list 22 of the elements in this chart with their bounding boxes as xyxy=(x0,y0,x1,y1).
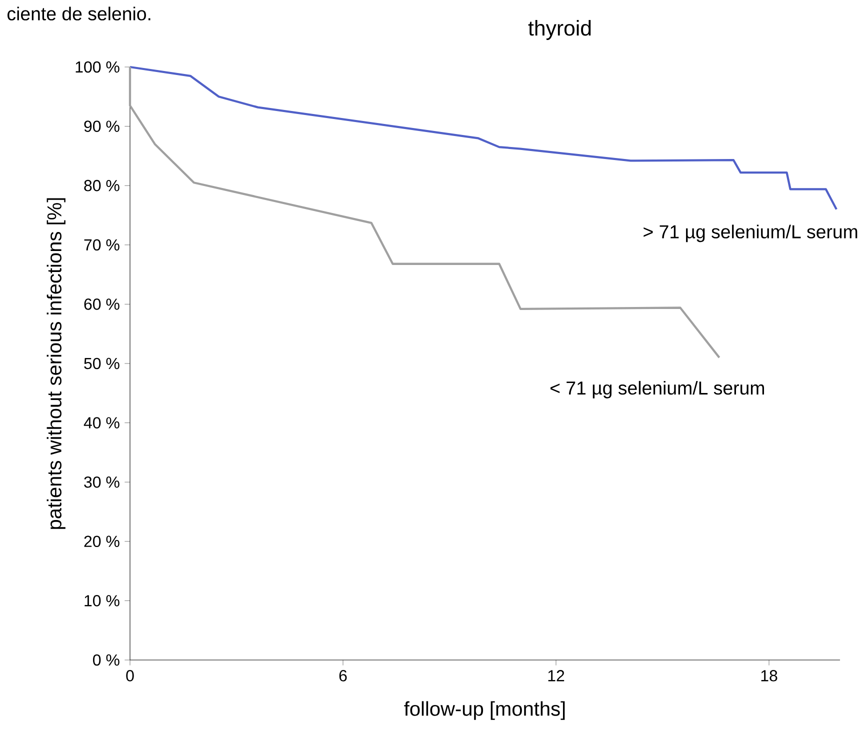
y-tick-label: 100 % xyxy=(76,61,120,73)
x-tick-label: 12 xyxy=(548,670,564,682)
x-tick-label: 18 xyxy=(761,670,778,682)
y-tick-label: 30 % xyxy=(84,476,120,488)
y-tick-label: 20 % xyxy=(84,536,120,548)
text: < 71 µg selenium/L serum xyxy=(550,380,764,398)
y-tick-label: 60 % xyxy=(84,298,120,310)
line-series xyxy=(128,66,838,210)
y-tick-label: 10 % xyxy=(84,595,120,606)
series-label: > 71 µg selenium/L serum xyxy=(644,224,858,242)
x-tick-label: 0 xyxy=(126,670,134,682)
y-axis-title: patients without serious infections [%] xyxy=(46,198,66,529)
y-tick-label: 50 % xyxy=(84,358,120,370)
text: ciente de selenio. xyxy=(8,6,150,20)
y-tick-label: 0 % xyxy=(93,654,120,666)
x-axis-title: follow-up [months] xyxy=(404,701,565,720)
x-tick-label: 6 xyxy=(339,670,347,682)
chart-title: thyroid xyxy=(528,20,591,40)
y-tick-label: 70 % xyxy=(84,239,120,251)
y-tick-label: 80 % xyxy=(84,180,120,192)
y-tick-label: 90 % xyxy=(84,120,120,132)
y-tick-label: 40 % xyxy=(84,417,120,428)
